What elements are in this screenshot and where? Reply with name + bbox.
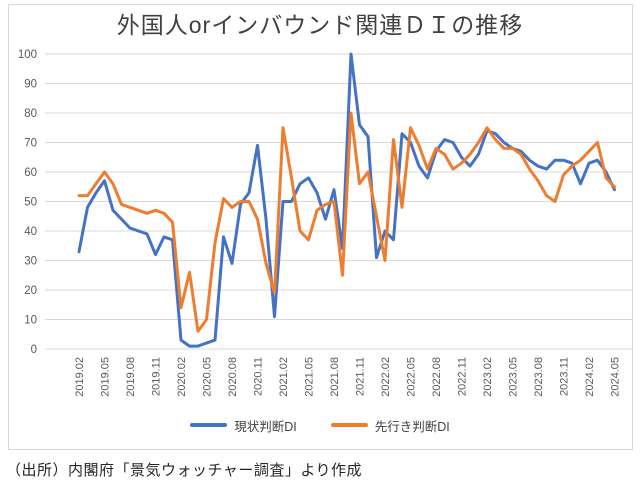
source-note: （出所）内閣府「景気ウォッチャー調査」より作成 [6,462,363,479]
x-axis-tick-label: 2019.08 [125,357,137,397]
chart-container [8,4,633,450]
series-line-1 [77,111,616,333]
y-axis-tick-label: 70 [24,138,37,150]
legend-item-outlook-di: 先行き判断DI [330,416,450,435]
legend-label: 現状判断DI [234,419,297,434]
legend-line-swatch-orange [330,423,368,427]
x-axis-tick-label: 2022.11 [457,357,469,396]
y-axis-tick-label: 40 [24,226,37,238]
x-axis-tick-label: 2022.05 [406,357,418,397]
chart-title: 外国人orインバウンド関連ＤＩの推移 [116,12,524,38]
legend-label: 先行き判断DI [374,419,450,434]
x-axis-tick-label: 2023.11 [559,357,571,396]
x-axis-tick-label: 2019.02 [74,357,86,397]
x-axis-tick-label: 2020.08 [227,357,239,397]
legend-line-swatch-blue [190,423,228,427]
series-line-0 [77,52,616,348]
x-axis-tick-label: 2023.05 [508,357,520,397]
x-axis-tick-label: 2020.11 [253,357,265,396]
y-axis-tick-label: 0 [31,344,37,356]
y-axis-tick-label: 80 [24,108,37,120]
x-axis-tick-label: 2019.05 [100,357,112,397]
y-axis-tick-label: 50 [24,197,37,209]
x-axis-tick-label: 2022.02 [380,357,392,397]
x-axis-tick-label: 2024.05 [610,357,622,397]
x-axis-tick-label: 2021.11 [355,357,367,396]
x-axis-tick-label: 2023.02 [482,357,494,397]
y-axis-tick-label: 60 [24,167,37,179]
legend-item-current-di: 現状判断DI [190,416,297,435]
x-axis-tick-label: 2024.02 [584,357,596,397]
y-axis-tick-label: 10 [24,315,37,327]
line-chart-plot: 0 10 20 30 40 50 60 70 80 90 100 2019.02 2019.05 2019… [18,49,633,397]
y-axis-tick-label: 20 [24,285,37,297]
x-axis-tick-label: 2020.02 [176,357,188,397]
y-axis-tick-label: 90 [24,79,37,91]
x-axis-tick-label: 2023.08 [533,357,545,397]
x-axis-tick-label: 2022.08 [431,357,443,397]
x-axis-tick-label: 2019.11 [151,357,163,396]
x-axis-tick-label: 2020.05 [202,357,214,397]
y-axis-tick-label: 30 [24,256,37,268]
chart-legend: 現状判断DI 先行き判断DI [0,415,640,435]
x-axis-tick-label: 2021.05 [304,357,316,397]
x-axis-tick-label: 2021.02 [278,357,290,397]
x-axis-tick-label: 2021.08 [329,357,341,397]
y-axis-tick-label: 100 [18,49,37,61]
